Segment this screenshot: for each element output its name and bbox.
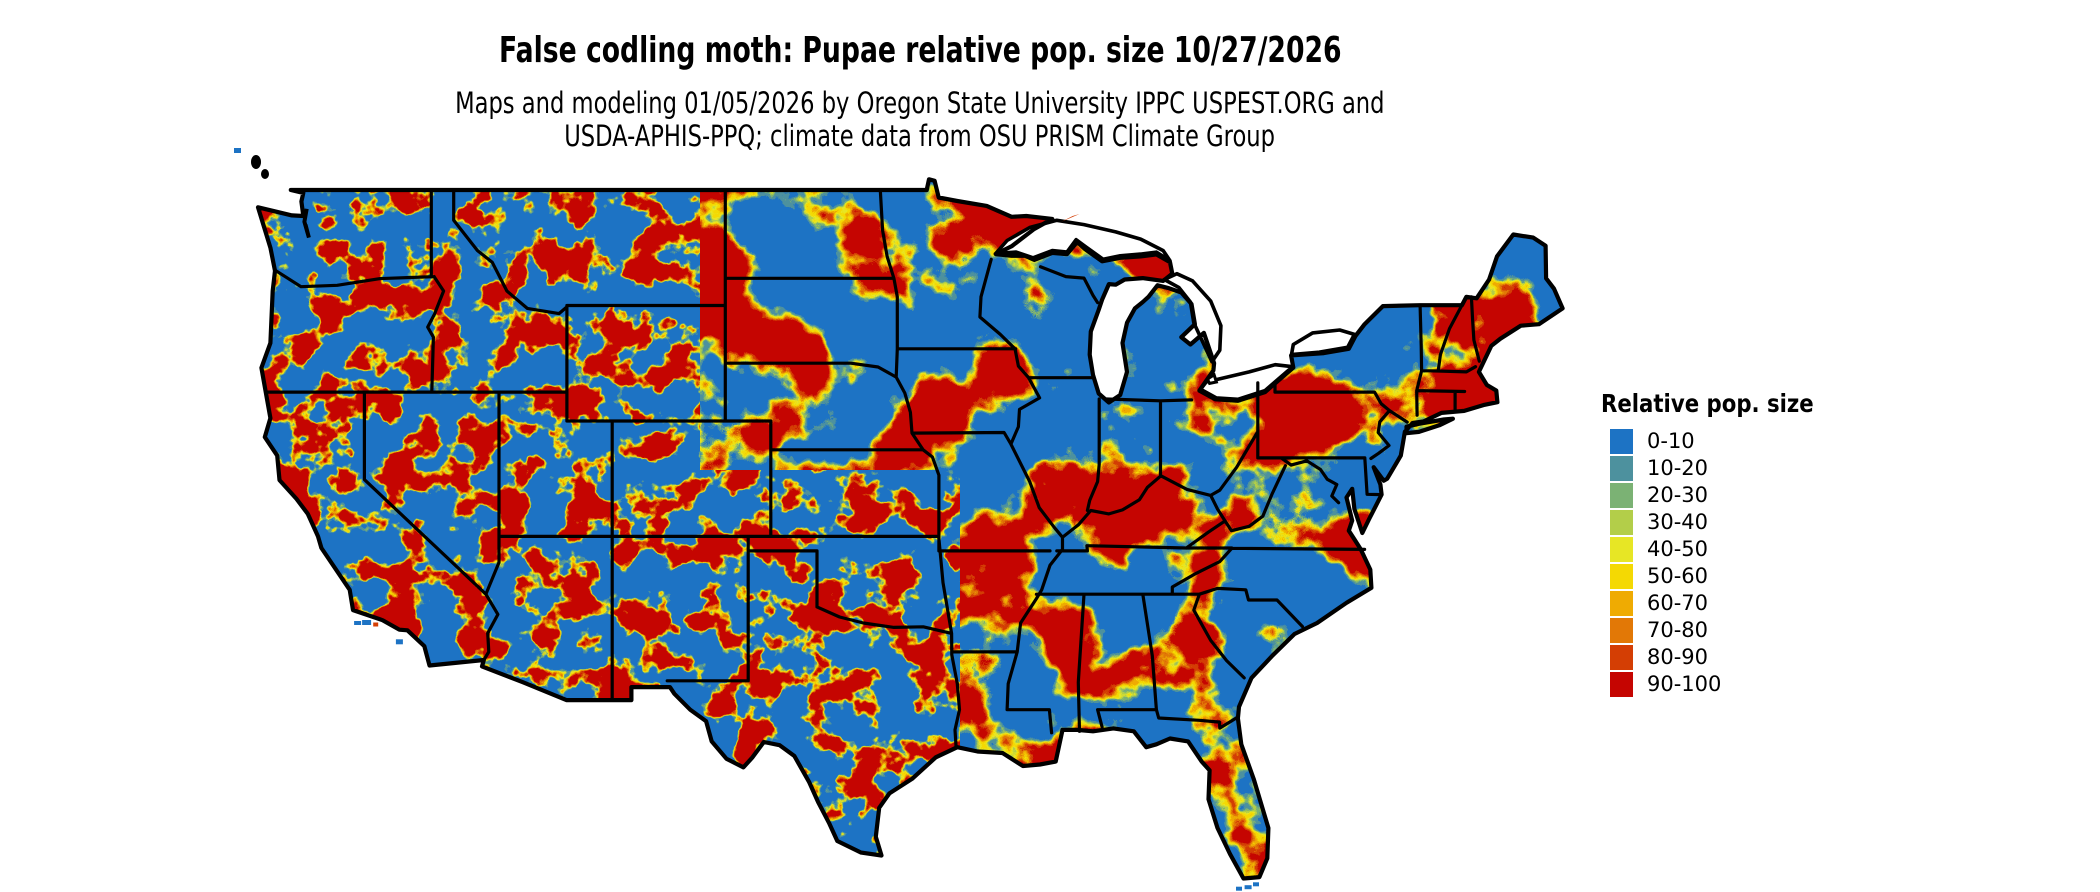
legend-item: 60-70 (1610, 590, 1851, 617)
legend-swatch (1610, 617, 1633, 644)
island-speck (1236, 886, 1242, 891)
legend-swatch (1610, 590, 1633, 617)
legend-swatch (1610, 428, 1633, 455)
legend-label: 30-40 (1647, 510, 1709, 534)
legend-title-text: Relative pop. size (1601, 389, 1814, 418)
great-lakes (993, 218, 1357, 402)
state-borders (264, 188, 1481, 749)
map-title: False codling moth: Pupae relative pop. … (0, 33, 1840, 69)
legend: Relative pop. size 0-10 10-20 20-30 30-40 40… (1601, 391, 1851, 698)
legend-item: 90-100 (1610, 671, 1851, 698)
legend-swatch (1610, 536, 1633, 563)
legend-label: 70-80 (1647, 618, 1709, 642)
legend-rows: 0-10 10-20 20-30 30-40 40-50 50-60 60-70 70-80 8… (1610, 428, 1851, 698)
legend-swatch (1610, 455, 1633, 482)
san-juan-islands (261, 169, 269, 179)
map-subtitle: Maps and modeling 01/05/2026 by Oregon S… (0, 87, 1840, 153)
island-speck (373, 622, 379, 627)
san-juan-islands (251, 155, 261, 169)
isle-royale (1061, 214, 1080, 222)
legend-label: 10-20 (1647, 456, 1709, 480)
legend-label: 40-50 (1647, 537, 1709, 561)
island-speck (1244, 885, 1252, 890)
legend-swatch (1610, 563, 1633, 590)
legend-label: 60-70 (1647, 591, 1709, 615)
legend-item: 50-60 (1610, 563, 1851, 590)
island-speck (234, 148, 241, 153)
island-speck (362, 620, 372, 625)
subtitle-line-2: USDA-APHIS-PPQ; climate data from OSU PR… (564, 119, 1276, 153)
legend-label: 80-90 (1647, 645, 1709, 669)
subtitle-line-1: Maps and modeling 01/05/2026 by Oregon S… (455, 86, 1385, 120)
legend-swatch (1610, 509, 1633, 536)
legend-label: 90-100 (1647, 672, 1722, 696)
island-speck (1253, 882, 1259, 887)
legend-item: 80-90 (1610, 644, 1851, 671)
legend-label: 50-60 (1647, 564, 1709, 588)
legend-swatch (1610, 482, 1633, 509)
legend-item: 10-20 (1610, 455, 1851, 482)
island-speck (395, 639, 403, 645)
island-speck (354, 621, 362, 625)
legend-item: 40-50 (1610, 536, 1851, 563)
map-title-text: False codling moth: Pupae relative pop. … (498, 30, 1342, 71)
legend-item: 0-10 (1610, 428, 1851, 455)
legend-title: Relative pop. size (1601, 391, 1851, 416)
legend-item: 70-80 (1610, 617, 1851, 644)
conus-outline (255, 177, 1565, 881)
legend-item: 30-40 (1610, 509, 1851, 536)
puget-sound (302, 208, 311, 239)
legend-swatch (1610, 671, 1633, 698)
legend-label: 0-10 (1647, 429, 1695, 453)
legend-item: 20-30 (1610, 482, 1851, 509)
legend-label: 20-30 (1647, 483, 1709, 507)
legend-swatch (1610, 644, 1633, 671)
